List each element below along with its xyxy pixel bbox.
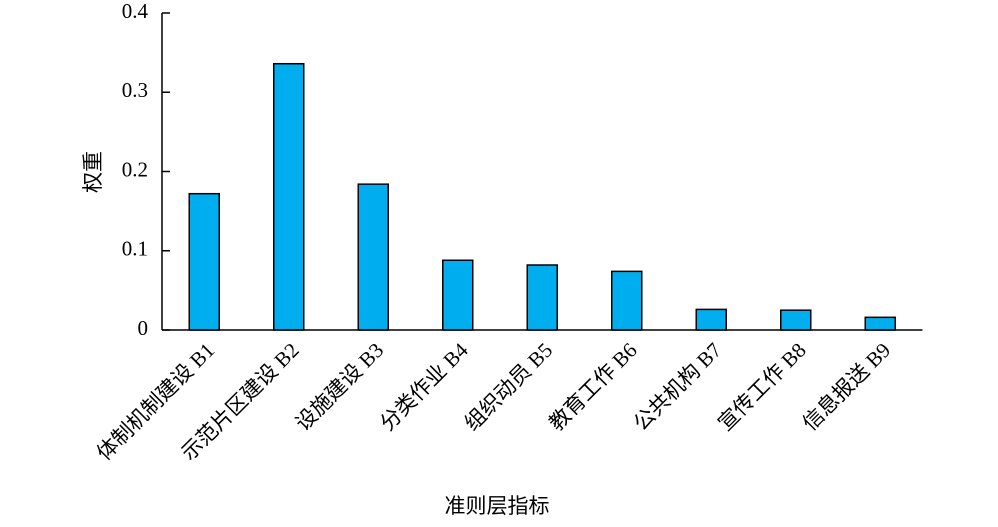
bar <box>695 308 727 331</box>
bar <box>273 62 305 331</box>
y-tick-label: 0 <box>138 316 149 340</box>
y-tick-label: 0.3 <box>122 78 148 102</box>
x-tick-label: 公共机构 B7 <box>629 338 726 435</box>
bar <box>864 316 896 331</box>
y-tick-label: 0.1 <box>122 237 148 261</box>
bar <box>780 309 812 331</box>
y-tick-label: 0.4 <box>122 0 149 23</box>
x-tick-label: 信息报送 B9 <box>798 338 895 435</box>
x-tick-label: 宣传工作 B8 <box>713 338 810 435</box>
bar <box>442 259 474 331</box>
y-axis-label: 权重 <box>81 151 105 193</box>
x-tick-label: 教育工作 B6 <box>544 338 641 435</box>
x-tick-label: 分类作业 B4 <box>375 338 473 436</box>
y-tick-label: 0.2 <box>122 157 148 181</box>
bar <box>611 270 643 331</box>
bar <box>526 264 558 331</box>
x-tick-label: 设施建设 B3 <box>291 338 388 435</box>
bar <box>188 192 220 331</box>
x-axis-label: 准则层指标 <box>445 494 550 518</box>
bar <box>357 183 389 331</box>
x-tick-label: 组织动员 B5 <box>460 338 557 435</box>
